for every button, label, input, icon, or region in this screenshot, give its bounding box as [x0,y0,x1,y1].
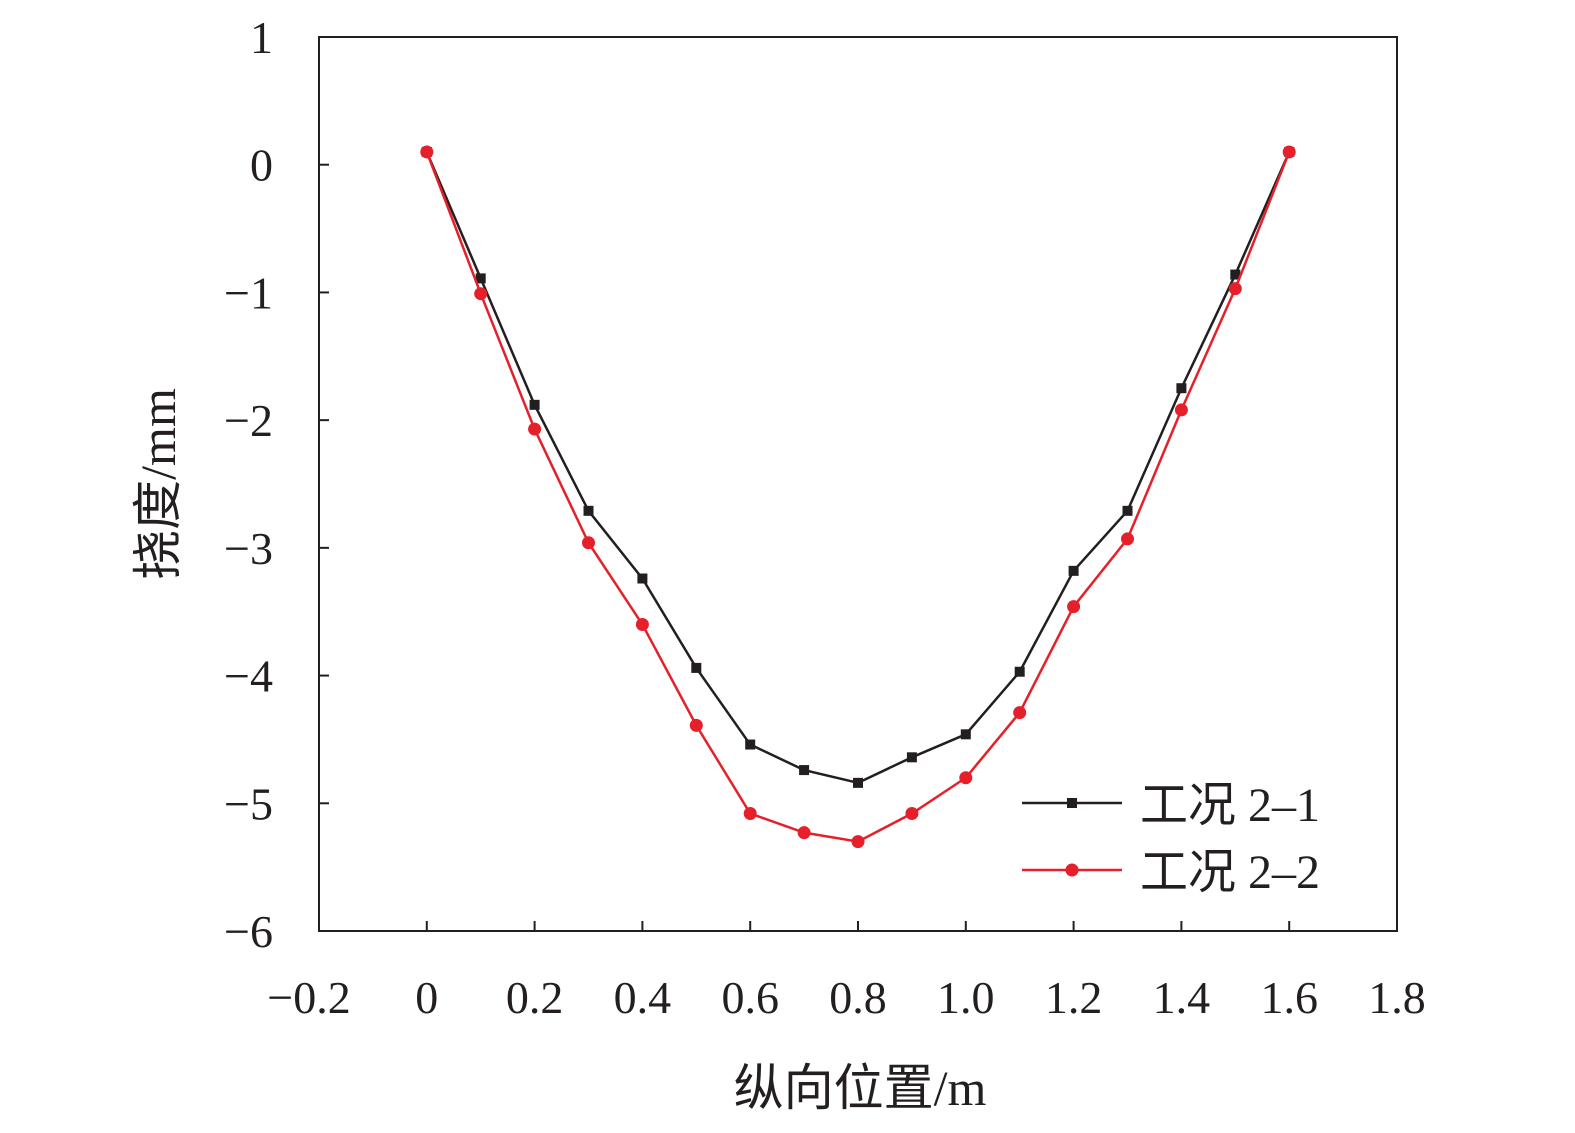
data-point [743,807,757,821]
x-tick-label: 1.6 [1260,972,1318,1023]
data-point [745,739,756,750]
data-point [853,777,863,788]
series-line [425,151,1291,843]
y-tick-label: −5 [224,778,273,829]
data-point [1282,145,1296,159]
x-tick-label: 0.8 [829,972,887,1023]
x-tick-label: 1.8 [1368,972,1426,1023]
y-tick-label: −1 [224,267,273,318]
data-point [635,617,649,631]
data-point [1122,505,1133,516]
data-point [1067,600,1081,614]
data-point [475,273,486,284]
data-point [582,536,595,550]
data-point [1068,565,1079,576]
x-tick-label: −0.2 [267,972,350,1023]
plot-frame [318,36,1398,932]
y-tick-label: −3 [224,523,273,574]
x-tick-label: 0 [415,972,438,1023]
x-tick-label: 0.2 [506,972,564,1023]
legend: 工况 2–1 工况 2–2 [1022,779,1320,899]
legend-marker [1065,863,1079,877]
data-point [1176,383,1187,394]
legend-marker [1067,798,1077,808]
x-tick-label: 0.6 [721,972,779,1023]
data-point [799,765,810,776]
x-tick-label: 1.0 [937,972,995,1023]
x-tick-label: 1.4 [1153,972,1211,1023]
data-point [1013,706,1027,720]
data-point [1174,403,1188,417]
data-point [906,752,917,763]
data-point [529,399,540,410]
data-point [1230,269,1241,280]
y-tick-label: −2 [224,395,273,446]
data-point [1121,532,1134,546]
data-point [1228,282,1242,296]
x-tick-label: 0.4 [614,972,672,1023]
data-point [420,145,434,159]
data-point [905,807,919,821]
data-point [851,835,865,849]
x-axis-label: 纵向位置/m [734,1060,987,1116]
series-line [425,151,1291,785]
series-2 [420,145,1296,849]
y-axis-label: 挠度/mm [130,388,186,580]
data-point [960,729,971,740]
data-point [637,573,648,584]
data-point [691,662,702,673]
data-point [528,422,542,436]
data-point [797,826,811,840]
legend-label: 工况 2–1 [1140,779,1320,832]
y-tick-label: −6 [224,906,273,957]
y-tick-label: 0 [250,140,273,191]
data-point [583,505,594,516]
data-point [474,287,488,301]
y-tick-label: −4 [224,651,273,702]
data-point [689,718,703,732]
y-tick-label: 1 [250,12,273,63]
legend-label: 工况 2–2 [1140,846,1320,899]
data-point [1014,666,1025,677]
x-tick-label: 1.2 [1045,972,1103,1023]
data-point [959,771,973,785]
